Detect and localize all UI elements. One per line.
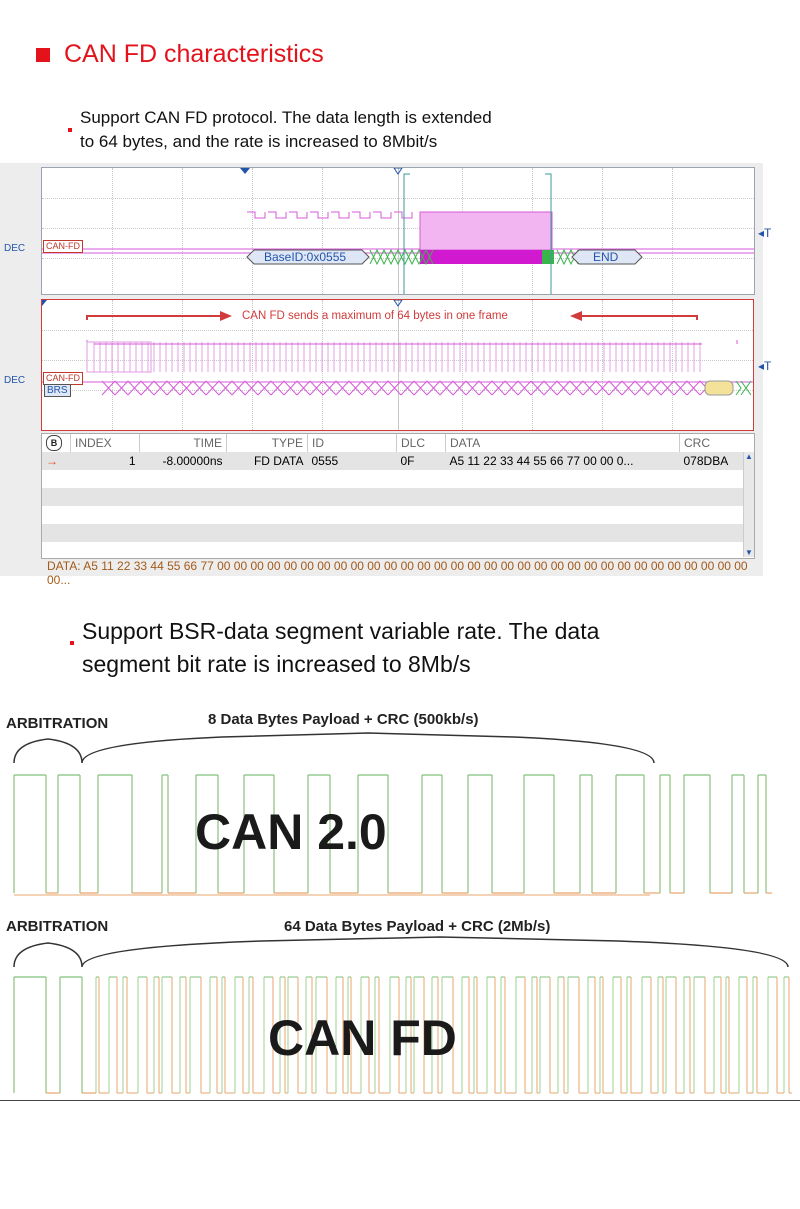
scroll-down-icon[interactable]: ▼ xyxy=(745,548,753,557)
heading-square-icon xyxy=(36,47,50,62)
col-id[interactable]: ID xyxy=(307,434,397,452)
cell-index: 1 xyxy=(128,454,136,468)
t-marker-top[interactable]: ◂T xyxy=(758,226,771,240)
cell-data: A5 11 22 33 44 55 66 77 00 00 0... xyxy=(449,454,634,468)
col-type[interactable]: TYPE xyxy=(271,436,303,450)
heading-title: CAN FD characteristics xyxy=(64,40,324,68)
cell-crc: 078DBA xyxy=(683,454,729,468)
section-heading: CAN FD characteristics xyxy=(36,40,324,69)
bullet-2-line-1: Support BSR-data segment variable rate. … xyxy=(82,618,600,644)
zoom-waveform xyxy=(42,300,753,396)
trace-tag-top: CAN-FD xyxy=(43,240,83,253)
col-crc[interactable]: CRC xyxy=(684,436,710,450)
canfd-arbitration-label: ARBITRATION xyxy=(6,918,109,935)
col-data[interactable]: DATA xyxy=(445,434,680,452)
overview-waveform xyxy=(42,168,754,294)
canfd-payload-label: 64 Data Bytes Payload + CRC (2Mb/s) xyxy=(284,918,551,935)
cell-dlc: 0F xyxy=(400,454,415,468)
bullet-1-line-1: Support CAN FD protocol. The data length… xyxy=(80,108,492,127)
brs-label: BRS xyxy=(44,384,71,397)
dec-label-bottom: DEC xyxy=(4,375,26,386)
col-dlc[interactable]: DLC xyxy=(396,434,446,452)
empty-row xyxy=(42,488,744,506)
end-label: END xyxy=(593,250,619,264)
trace-panel-overview: CAN-FD BaseID:0x0555 END xyxy=(41,167,755,295)
col-index[interactable]: INDEX xyxy=(70,434,140,452)
scroll-up-icon[interactable]: ▲ xyxy=(745,452,753,461)
bullet-1: Support CAN FD protocol. The data length… xyxy=(80,106,492,154)
table-row[interactable]: → 1 -8.00000ns FD DATA 0555 0F A5 11 22 … xyxy=(42,452,744,470)
dec-label-top: DEC xyxy=(4,243,26,254)
t-marker-bottom[interactable]: ◂T xyxy=(758,359,771,373)
bullet-1-line-2: to 64 bytes, and the rate is increased t… xyxy=(80,132,438,151)
bullet-2: Support BSR-data segment variable rate. … xyxy=(82,615,599,681)
protocol-table: B INDEX TIME TYPE ID DLC DATA CRC → 1 -8… xyxy=(42,434,744,542)
protocol-table-panel: B INDEX TIME TYPE ID DLC DATA CRC → 1 -8… xyxy=(41,433,755,559)
can20-panel: ARBITRATION 8 Data Bytes Payload + CRC (… xyxy=(0,705,800,905)
cell-id: 0555 xyxy=(311,454,339,468)
table-scrollbar[interactable]: ▲ ▼ xyxy=(743,452,754,557)
arrow-left-icon: ◂ xyxy=(758,226,765,240)
empty-row xyxy=(42,470,744,488)
cell-time: -8.00000ns xyxy=(162,454,223,468)
bookmark-icon[interactable]: B xyxy=(46,435,62,451)
t-marker-top-label: T xyxy=(764,226,772,240)
row-pointer-arrow-icon: → xyxy=(46,454,58,468)
annotation-text: CAN FD sends a maximum of 64 bytes in on… xyxy=(242,310,508,322)
canfd-title: CAN FD xyxy=(268,1010,457,1066)
bullet-dot-icon xyxy=(70,641,74,645)
base-id-label: BaseID:0x0555 xyxy=(264,250,347,264)
canfd-panel: ARBITRATION 64 Data Bytes Payload + CRC … xyxy=(0,905,800,1101)
trace-panel-zoom: CAN-FD BRS CAN FD sends a maximum of 64 … xyxy=(41,299,754,431)
can20-arbitration-label: ARBITRATION xyxy=(6,715,109,732)
oscilloscope-screenshot: CAN-FD BaseID:0x0555 END DEC ◂T CAN-FD B… xyxy=(0,163,771,587)
can20-payload-label: 8 Data Bytes Payload + CRC (500kb/s) xyxy=(208,711,479,728)
empty-row xyxy=(42,524,744,542)
bullet-2-line-2: segment bit rate is increased to 8Mb/s xyxy=(82,651,471,677)
data-summary-line: DATA: A5 11 22 33 44 55 66 77 00 00 00 0… xyxy=(47,559,748,587)
can20-title: CAN 2.0 xyxy=(195,804,387,860)
canfd-waveform xyxy=(13,936,792,1094)
bullet-dot-icon xyxy=(68,128,72,132)
empty-row xyxy=(42,506,744,524)
t-marker-bottom-label: T xyxy=(764,359,772,373)
col-time[interactable]: TIME xyxy=(139,434,227,452)
arrow-left-icon: ◂ xyxy=(758,359,765,373)
can20-waveform xyxy=(13,732,772,896)
table-header-row: B INDEX TIME TYPE ID DLC DATA CRC xyxy=(42,434,744,452)
cell-type: FD DATA xyxy=(253,454,304,468)
